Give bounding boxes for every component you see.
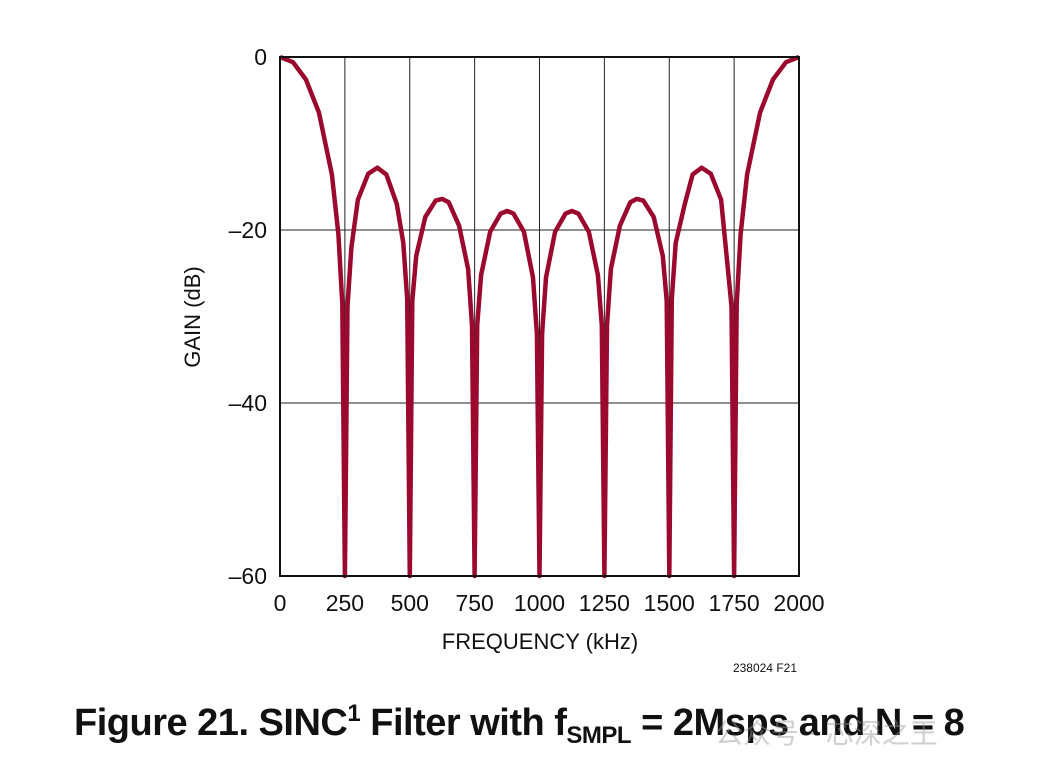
- sinc-filter-chart: 0 250 500 750 1000 1250 1500 1750 2000 0 –20 –40 –60…: [180, 44, 825, 675]
- x-tick-label: 0: [274, 590, 287, 616]
- x-tick-label: 750: [455, 590, 493, 616]
- x-tick-label: 1500: [644, 590, 695, 616]
- caption-suffix: = 2Msps and N = 8: [631, 702, 965, 744]
- caption-prefix: Figure 21. SINC: [74, 702, 348, 744]
- y-tick-label: –60: [229, 563, 267, 589]
- series-line-gain: [279, 54, 800, 579]
- x-tick-label: 1250: [579, 590, 630, 616]
- x-tick-label: 2000: [773, 590, 824, 616]
- y-tick-label: 0: [254, 44, 267, 70]
- x-tick-label: 1000: [514, 590, 565, 616]
- x-tick-label: 250: [326, 590, 364, 616]
- x-axis-label: FREQUENCY (kHz): [442, 629, 638, 654]
- caption-sup: 1: [347, 700, 361, 727]
- figure-caption: Figure 21. SINC1 Filter with fSMPL = 2Ms…: [74, 700, 1034, 750]
- watermark: 公众号 · 芯深之王: [715, 717, 938, 750]
- x-tick-label: 1750: [709, 590, 760, 616]
- y-tick-label: –20: [229, 217, 267, 243]
- caption-middle: Filter with f: [360, 702, 567, 744]
- caption-sub: SMPL: [566, 722, 632, 749]
- y-tick-label: –40: [229, 390, 267, 416]
- y-axis-label: GAIN (dB): [180, 266, 205, 367]
- tick-labels: 0 250 500 750 1000 1250 1500 1750 2000 0 –20 –40 –60: [229, 44, 825, 616]
- x-tick-label: 500: [391, 590, 429, 616]
- figure-code: 238024 F21: [733, 661, 797, 675]
- plot-frame: [279, 56, 800, 577]
